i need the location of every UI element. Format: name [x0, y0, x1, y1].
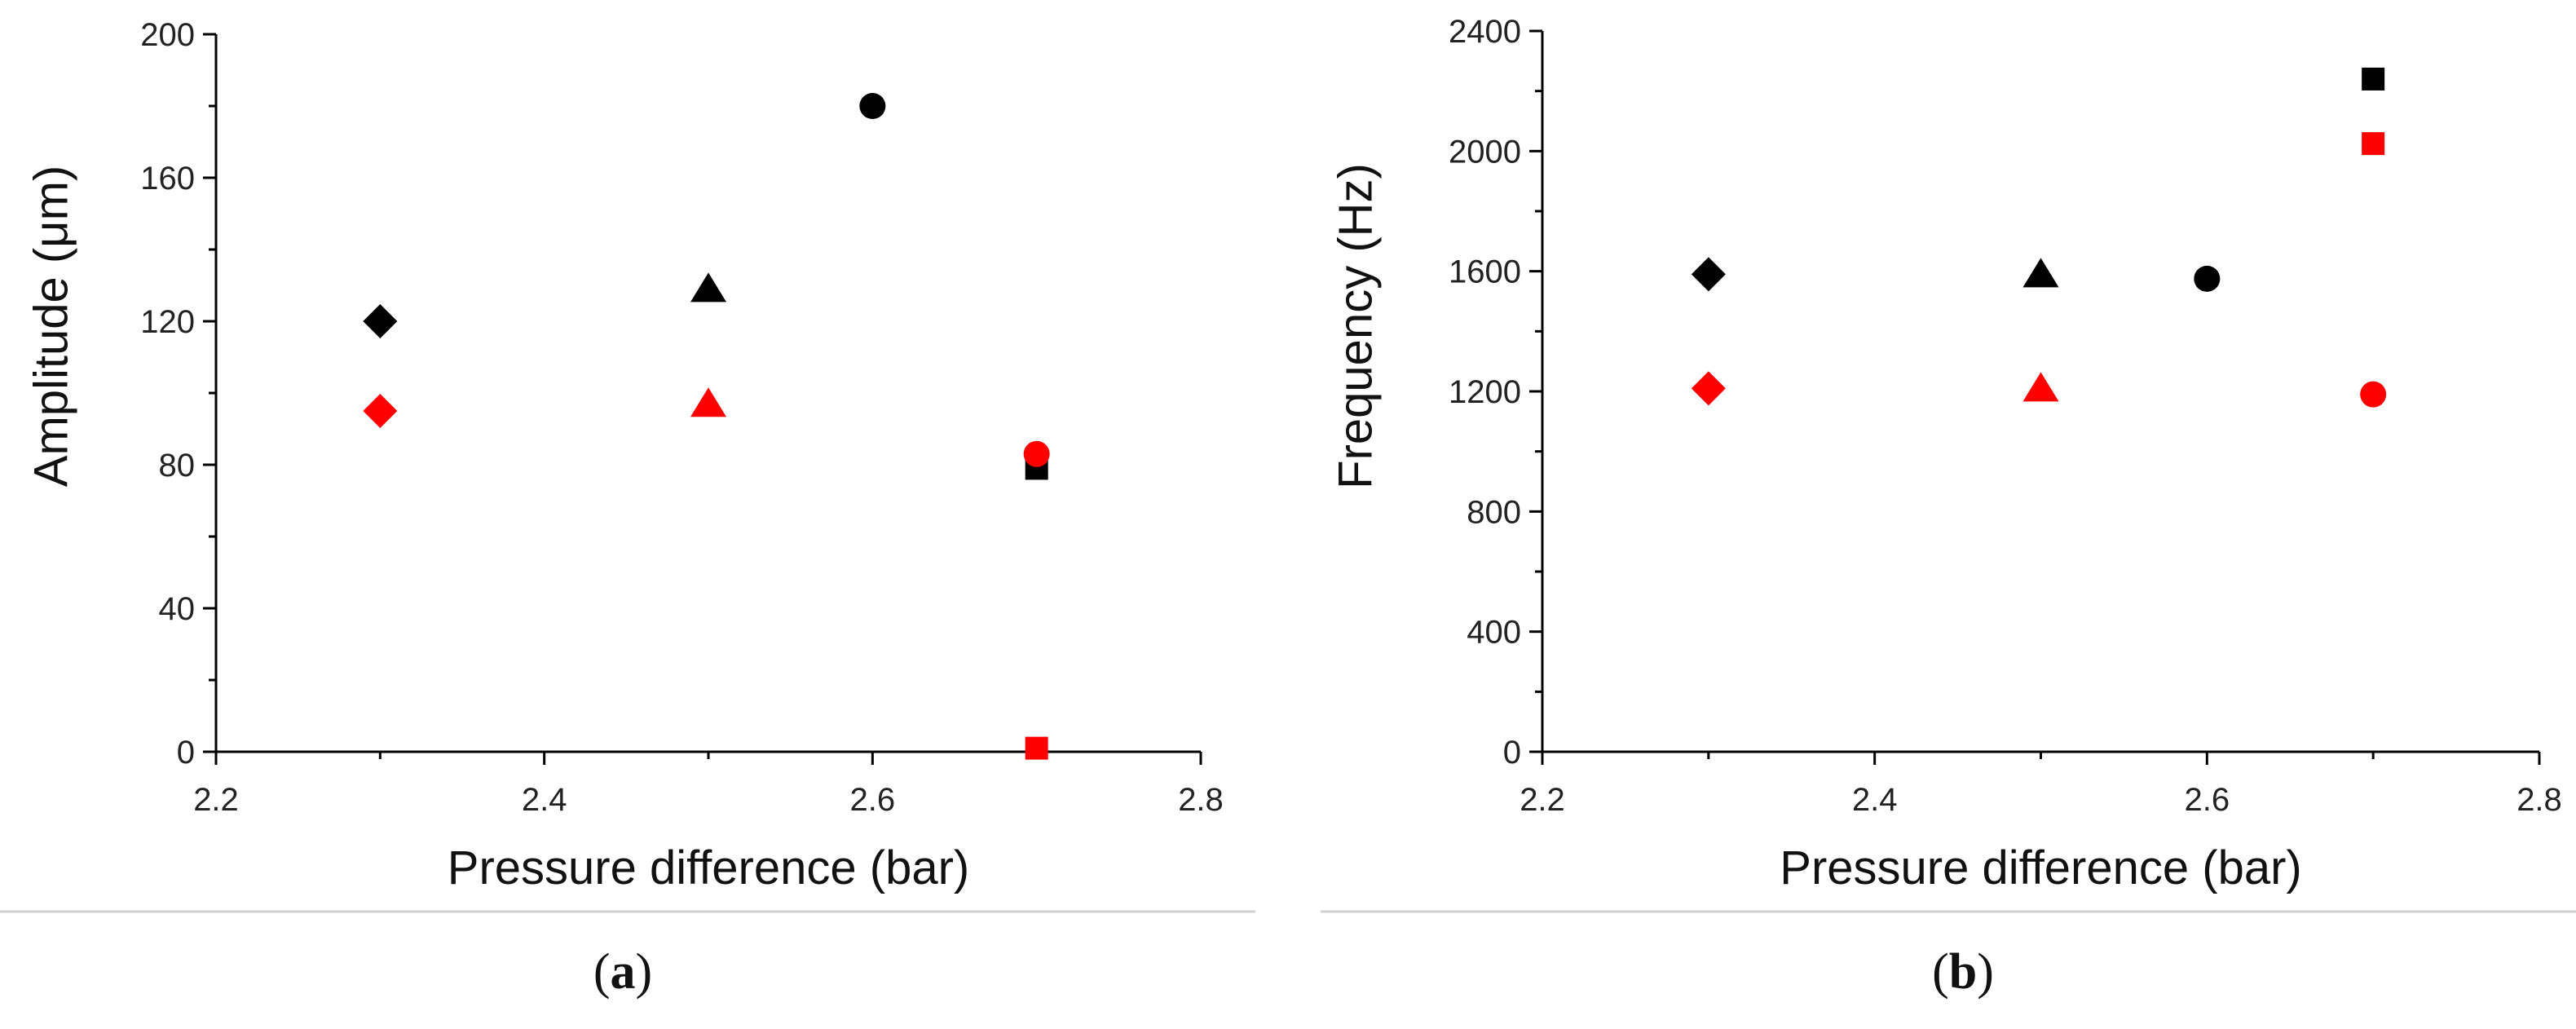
x-axis-title: Pressure difference (bar): [1780, 841, 2301, 894]
caption-letter: a: [611, 944, 636, 1000]
caption-letter: b: [1949, 944, 1977, 1000]
data-point-circle: [2360, 381, 2387, 408]
data-point-diamond: [1691, 257, 1726, 292]
data-point-triangle: [2022, 372, 2059, 402]
x-tick-label: 2.2: [193, 782, 239, 818]
y-tick-label: 2000: [1449, 134, 1521, 170]
chart-b: 0 400 800 1200 1600 2000 2400 2.2 2.4 2.6 2.8 Press…: [1329, 14, 2562, 1000]
caption-close-paren: ): [1977, 944, 1994, 1000]
y-tick-label: 200: [140, 17, 195, 53]
y-tick-label: 1600: [1449, 254, 1521, 290]
data-point-square: [2362, 132, 2385, 156]
data-point-circle: [2194, 265, 2221, 292]
y-tick-label: 80: [159, 448, 196, 484]
y-tick-label: 2400: [1449, 14, 1521, 50]
x-tick-label: 2.8: [1178, 782, 1224, 818]
caption-close-paren: ): [636, 944, 653, 1000]
data-point-triangle: [690, 272, 726, 303]
y-tick-label: 800: [1467, 494, 1521, 530]
caption-b: (b): [1932, 944, 1994, 1000]
y-tick-label: 1200: [1449, 374, 1521, 410]
caption-a: (a): [593, 944, 652, 1000]
data-point-diamond: [1691, 371, 1726, 406]
data-point-diamond: [363, 394, 398, 428]
caption-open-paren: (: [593, 944, 611, 1000]
y-tick-label: 400: [1467, 615, 1521, 651]
caption-open-paren: (: [1932, 944, 1949, 1000]
x-tick-label: 2.4: [1852, 782, 1898, 818]
data-point-circle: [1023, 440, 1050, 467]
y-tick-label: 160: [140, 161, 195, 197]
x-tick-label: 2.6: [2185, 782, 2230, 818]
x-tick-label: 2.8: [2516, 782, 2562, 818]
x-tick-label: 2.2: [1520, 782, 1565, 818]
data-point-circle: [859, 93, 886, 119]
y-tick-label: 40: [159, 591, 196, 627]
y-tick-label: 0: [1503, 735, 1521, 771]
x-tick-label: 2.6: [850, 782, 896, 818]
data-point-triangle: [690, 387, 726, 417]
data-point-triangle: [2022, 258, 2059, 288]
y-axis-title: Frequency (Hz): [1329, 163, 1382, 489]
x-axis-title: Pressure difference (bar): [448, 841, 969, 894]
data-point-diamond: [363, 304, 398, 338]
chart-a: 0 40 80 120 160 200 2.2 2.4 2.6 2.8 Pressure diffe…: [24, 17, 1224, 1000]
y-tick-label: 0: [177, 735, 195, 771]
data-point-square: [1025, 736, 1048, 760]
y-tick-label: 120: [140, 304, 195, 340]
y-axis-title: Amplitude (μm): [24, 166, 77, 487]
data-point-square: [2362, 67, 2385, 91]
x-tick-label: 2.4: [522, 782, 567, 818]
